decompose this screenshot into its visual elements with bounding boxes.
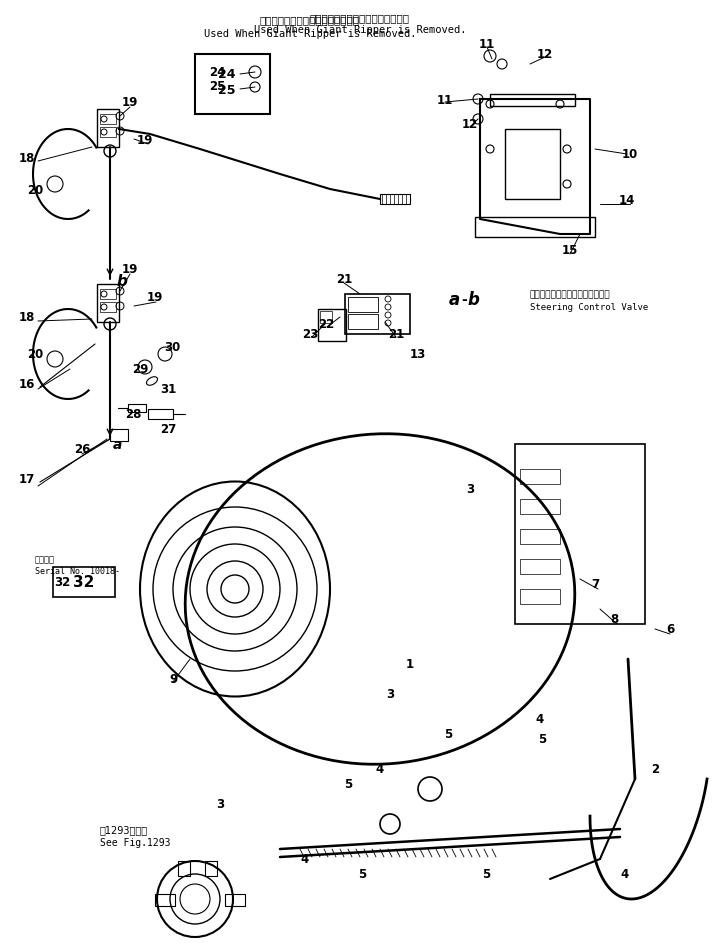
Text: 25: 25 [218, 84, 236, 96]
Text: ステアリングコントロールバルブ: ステアリングコントロールバルブ [530, 290, 611, 299]
Text: 8: 8 [610, 613, 618, 625]
Bar [148, 409, 173, 420]
Bar [225, 894, 245, 906]
Text: 4: 4 [536, 713, 544, 725]
Text: 12: 12 [537, 49, 553, 62]
Text: 24: 24 [218, 69, 236, 82]
Text: b: b [117, 274, 128, 289]
Text: 12: 12 [462, 118, 478, 131]
Text: 19: 19 [122, 263, 138, 276]
Bar [320, 311, 332, 324]
Bar [53, 567, 115, 597]
Text: 20: 20 [27, 348, 43, 361]
Bar [520, 469, 560, 485]
Text: 15: 15 [562, 244, 578, 256]
Text: Steering Control Valve: Steering Control Valve [530, 303, 648, 312]
Bar [155, 894, 175, 906]
Bar [348, 315, 378, 329]
Bar [318, 309, 346, 342]
Text: 28: 28 [125, 408, 141, 421]
Bar [490, 95, 575, 107]
Bar [195, 55, 270, 115]
Bar [505, 129, 560, 200]
Text: 3: 3 [466, 483, 474, 496]
Bar [100, 128, 116, 138]
Text: 26: 26 [74, 443, 90, 456]
Text: 21: 21 [336, 273, 352, 287]
Text: 4: 4 [376, 763, 384, 776]
Bar [205, 862, 217, 876]
Text: 29: 29 [132, 363, 149, 376]
Text: a: a [448, 290, 459, 308]
Bar [128, 405, 146, 412]
Text: 適用号等: 適用号等 [35, 555, 55, 564]
Text: 18: 18 [19, 151, 35, 165]
Bar [348, 298, 378, 312]
Text: Used When Giant Ripper is Removed.: Used When Giant Ripper is Removed. [204, 29, 416, 39]
Text: 13: 13 [410, 348, 426, 361]
Text: 27: 27 [160, 423, 176, 436]
Text: ジャイアントリッパ非装着時使用。: ジャイアントリッパ非装着時使用。 [310, 13, 410, 23]
Text: 16: 16 [19, 378, 35, 391]
Bar [97, 285, 119, 323]
Bar [100, 289, 116, 300]
Text: ジャイアントリッパ非装着時使用。: ジャイアントリッパ非装着時使用。 [260, 15, 360, 25]
Text: 3: 3 [216, 798, 224, 811]
Text: -: - [461, 292, 467, 307]
Text: 5: 5 [444, 727, 452, 741]
Text: 9: 9 [169, 673, 177, 685]
Text: 32: 32 [54, 576, 70, 589]
Text: 第1293図参照: 第1293図参照 [100, 824, 148, 834]
Text: b: b [467, 290, 479, 308]
Bar [520, 529, 560, 545]
Bar [515, 445, 645, 625]
Text: See Fig.1293: See Fig.1293 [100, 837, 170, 847]
Bar [100, 115, 116, 125]
Text: Serial No.: Serial No. [35, 566, 85, 576]
Text: 10018-: 10018- [90, 566, 120, 576]
Text: 4: 4 [621, 867, 629, 881]
Text: 25: 25 [209, 80, 225, 93]
Bar [475, 218, 595, 238]
Text: 18: 18 [19, 311, 35, 325]
Text: a: a [112, 438, 122, 451]
Text: 5: 5 [538, 733, 546, 745]
Bar [110, 429, 128, 442]
Text: 5: 5 [482, 867, 490, 881]
Text: 31: 31 [160, 383, 176, 396]
Bar [380, 195, 410, 205]
Text: 17: 17 [19, 473, 35, 486]
Text: 20: 20 [27, 184, 43, 196]
Bar [178, 862, 190, 876]
Text: 10: 10 [622, 149, 638, 161]
Text: 2: 2 [651, 763, 659, 776]
Text: 5: 5 [358, 867, 366, 881]
Bar [520, 589, 560, 605]
Bar [520, 560, 560, 574]
Text: 19: 19 [147, 291, 163, 305]
Text: 22: 22 [318, 318, 334, 331]
Text: 4: 4 [301, 853, 309, 865]
Text: 11: 11 [479, 38, 495, 51]
Text: 21: 21 [388, 328, 404, 341]
Bar [345, 295, 410, 335]
Bar [100, 303, 116, 312]
Text: 1: 1 [406, 658, 414, 671]
Bar [520, 500, 560, 514]
Text: 14: 14 [619, 193, 635, 207]
Text: 6: 6 [666, 623, 674, 636]
Text: 3: 3 [386, 687, 394, 701]
Text: Used When Giant Ripper is Removed.: Used When Giant Ripper is Removed. [254, 25, 466, 35]
Bar [97, 109, 119, 148]
Text: 11: 11 [437, 93, 453, 107]
Text: 32: 32 [74, 575, 94, 590]
Text: 19: 19 [122, 96, 138, 109]
Text: 23: 23 [302, 328, 318, 341]
Text: 7: 7 [591, 578, 599, 591]
Text: 24: 24 [209, 66, 225, 78]
Text: 30: 30 [164, 341, 180, 354]
Text: 19: 19 [137, 133, 153, 147]
Text: 5: 5 [344, 778, 352, 791]
